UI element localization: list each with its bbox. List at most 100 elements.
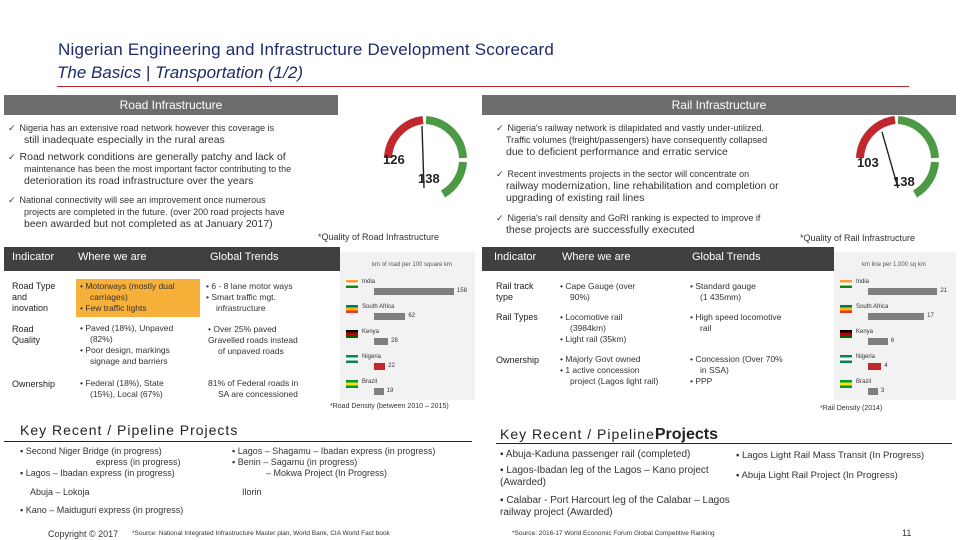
road-row-indicator-1: Road Type and inovation — [12, 281, 56, 313]
rail-chart-tick-label: Nigeria — [856, 354, 876, 360]
rail-section-bar: Rail Infrastructure — [482, 95, 956, 115]
road-chart-flag-india-icon — [346, 280, 358, 288]
list-item: ▪ Lagos – Shagamu – Ibadan express (in p… — [232, 446, 436, 456]
road-chart-data-label: 62 — [408, 313, 416, 319]
rail-chart-bar — [868, 313, 925, 320]
check-icon: ✓ — [8, 123, 16, 133]
rail-chart-bar — [868, 388, 878, 395]
road-gauge-icon — [384, 116, 467, 198]
rail-bullet-2: ✓ Recent investments projects in the sect… — [496, 169, 779, 204]
list-item: ▪ Second Niger Bridge (in progress) — [20, 446, 162, 456]
rail-chart-data-label: 3 — [880, 388, 885, 394]
road-chart-bar — [374, 338, 389, 345]
footer-source-left: *Source: National Integrated Infrastruct… — [132, 530, 390, 537]
road-chart-bar — [374, 288, 454, 295]
road-chart-tick-label: India — [362, 279, 376, 285]
rail-row-indicator-1: Rail track type — [496, 281, 534, 302]
road-chart-data-label: 28 — [391, 338, 398, 344]
road-chart-flag-nigeria-icon — [346, 355, 358, 363]
road-chart-flag-kenya-icon — [346, 330, 358, 338]
rail-row-indicator-2: Rail Types — [496, 312, 538, 322]
road-key-right: ▪ Lagos – Shagamu – Ibadan express (in p… — [232, 446, 472, 498]
rail-key-right: ▪ Lagos Light Rail Mass Transit (In Prog… — [736, 450, 936, 482]
list-item: ▪ Lagos – Ibadan express (in progress) — [20, 468, 175, 478]
road-quality-label: *Quality of Road Infrastructure — [318, 232, 440, 242]
road-chart-flag-brazil-icon — [346, 380, 358, 388]
rail-chart-data-label: 17 — [927, 313, 934, 319]
rail-chart-tick-label: Brazil — [856, 379, 872, 385]
rail-row-where-1: • Cape Gauge (over 90%) — [560, 281, 636, 302]
road-row-where-3: • Federal (18%), State (15%), Local (67%) — [80, 378, 164, 399]
road-chart-tick-label: South Africa — [362, 304, 395, 310]
rail-row-global-3: • Concession (Over 70% in SSA) • PPP — [690, 354, 783, 386]
road-chart-tick-label: Kenya — [362, 329, 380, 335]
rail-chart-title: km line per 1,000 sq km — [862, 262, 926, 268]
rail-chart-flag-brazil-icon — [840, 380, 852, 388]
rail-gauge-value-a: 103 — [857, 155, 879, 170]
road-row-global-1: • 6 - 8 lane motor ways • Smart traffic m… — [206, 281, 293, 313]
road-gauge-value-b: 138 — [418, 171, 440, 186]
road-gauge-value-a: 126 — [383, 152, 405, 167]
check-icon: ✓ — [8, 195, 16, 205]
road-chart-data-label: 22 — [388, 363, 395, 369]
road-chart-tick-label: Nigeria — [362, 354, 382, 360]
list-item: Ilorin — [242, 487, 262, 497]
road-bullet-2: ✓ Road network conditions are generally p… — [8, 151, 292, 187]
rail-gauge-icon — [856, 116, 939, 198]
page-number: 11 — [902, 528, 912, 538]
rail-row-indicator-3: Ownership — [496, 355, 540, 365]
rail-quality-label: *Quality of Rail Infrastructure — [800, 233, 916, 243]
rail-chart-flag-south-africa-icon — [840, 305, 852, 313]
road-chart-tick-label: Brazil — [362, 379, 378, 385]
rail-gauge-value-b: 138 — [893, 174, 915, 189]
check-icon: ✓ — [496, 123, 504, 133]
road-row-global-2: • Over 25% paved Gravelled roads instead o… — [208, 324, 298, 356]
road-chart-title: km of road per 100 square km — [372, 262, 453, 268]
rail-chart-tick-label: Kenya — [856, 329, 874, 335]
list-item: ▪ Lagos Light Rail Mass Transit (In Prog… — [736, 450, 925, 461]
check-icon: ✓ — [496, 169, 504, 179]
rail-bullet-1: ✓ Nigeria's railway network is dilapidate… — [496, 123, 768, 158]
page-title: Nigerian Engineering and Infrastructure … — [58, 40, 555, 59]
road-chart-data-label: 19 — [386, 388, 394, 394]
road-key-projects-title: Key Recent / Pipeline Projects — [20, 422, 239, 438]
road-row-indicator-2: Road Quality — [12, 324, 41, 345]
road-row-where-1: • Motorways (mostly dual carriages) • Few … — [76, 279, 200, 317]
list-item: – Mokwa Project (In Progress) — [266, 468, 388, 478]
rail-density-chart: km line per 1,000 sq km India 21 South Afr… — [834, 252, 956, 400]
rail-chart-source: *Rail Density (2014) — [820, 405, 883, 412]
road-row-where-2: • Paved (18%), Unpaved (82%) • Poor design… — [80, 323, 174, 366]
rail-row-global-1: • Standard gauge (1 435mm) — [690, 281, 756, 302]
title-divider — [57, 86, 909, 87]
list-item: ▪ Abuja Light Rail Project (In Progress) — [736, 470, 898, 481]
list-item: Abuja – Lokoja — [30, 487, 90, 497]
rail-key-divider — [496, 443, 952, 444]
road-chart-flag-south-africa-icon — [346, 305, 358, 313]
rail-key-left: ▪ Abuja-Kaduna passenger rail (completed… — [500, 449, 730, 519]
rail-row-where-3: • Majorly Govt owned • 1 active concessio… — [560, 354, 659, 386]
rail-chart-tick-label: South Africa — [856, 304, 889, 310]
rail-chart-bar — [868, 363, 882, 370]
rail-row-global-2: • High speed locomotive rail — [690, 312, 782, 333]
rail-chart-bar — [868, 338, 888, 345]
rail-chart-data-label: 4 — [884, 363, 888, 369]
list-item: ▪ Benin – Sagamu (in progress) — [232, 457, 358, 467]
road-row-indicator-3: Ownership — [12, 379, 56, 389]
road-row-global-3: 81% of Federal roads in SA are concession… — [208, 378, 299, 399]
rail-chart-tick-label: India — [856, 279, 870, 285]
road-chart-bar — [374, 313, 406, 320]
rail-chart-data-label: 6 — [890, 338, 895, 344]
list-item: ▪ Abuja-Kaduna passenger rail (completed… — [500, 449, 691, 460]
rail-chart-flag-kenya-icon — [840, 330, 852, 338]
road-chart-bar — [374, 388, 384, 395]
rail-key-projects-title: Key Recent / PipelineProjects — [500, 426, 718, 443]
rail-row-where-2: • Locomotive rail (3984km) • Light rail (3… — [560, 312, 627, 344]
rail-chart-bar — [868, 288, 938, 295]
road-bullet-1: ✓ Nigeria has an extensive road network h… — [8, 123, 275, 146]
road-chart-bar — [374, 363, 386, 370]
copyright: Copyright © 2017 — [48, 529, 119, 539]
road-section-bar: Road Infrastructure — [4, 95, 338, 115]
road-key-divider — [4, 441, 472, 442]
rail-chart-flag-nigeria-icon — [840, 355, 852, 363]
check-icon: ✓ — [8, 152, 16, 162]
